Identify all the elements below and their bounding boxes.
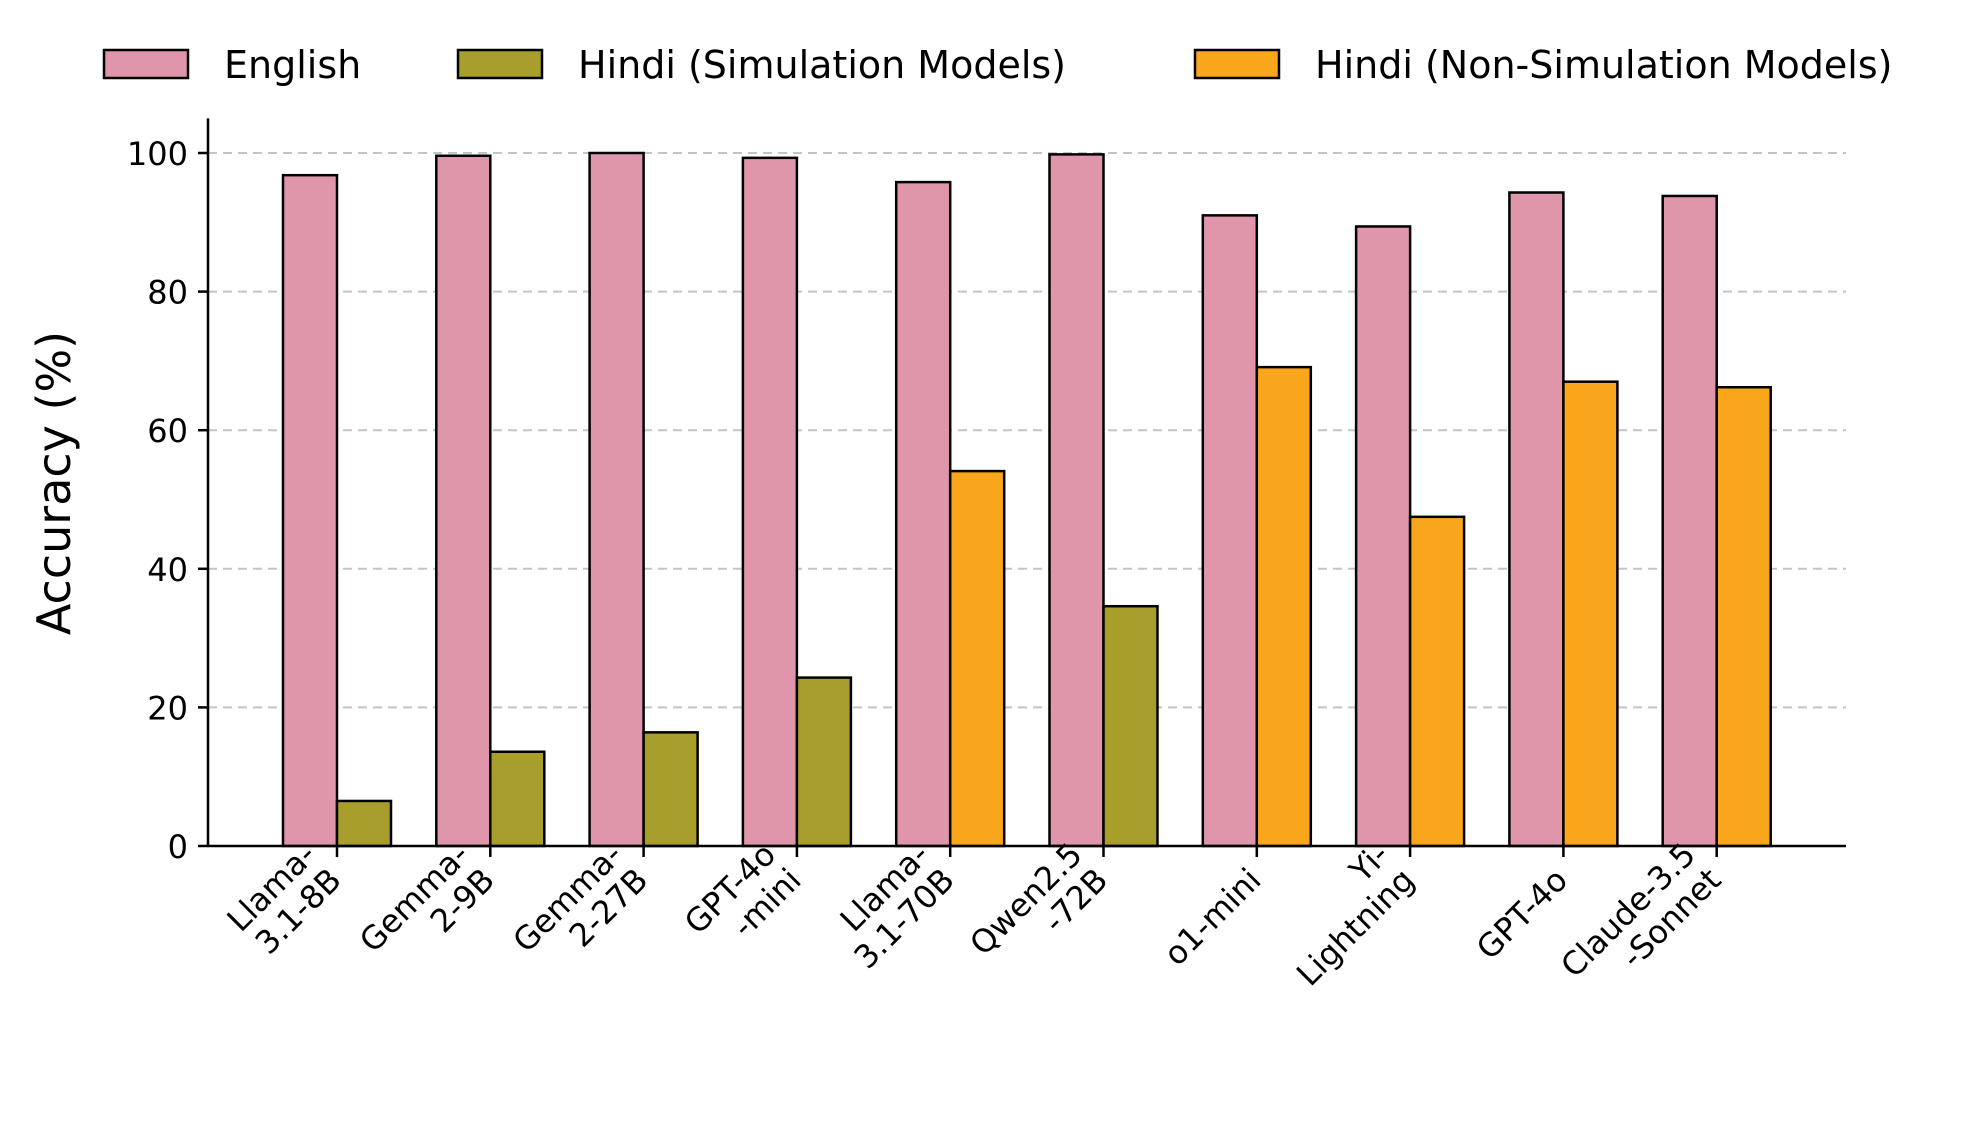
svg-text:Llama-3.1-8B: Llama-3.1-8B	[219, 835, 348, 964]
y-tick-label-80: 80	[147, 274, 188, 312]
x-tick-label-6: o1-mini	[1156, 861, 1268, 973]
svg-text:o1-mini: o1-mini	[1156, 861, 1268, 973]
y-tick-label-20: 20	[147, 689, 188, 727]
x-tick-label-3: GPT-4o-mini	[677, 835, 809, 967]
bar-hindi-5	[1102, 604, 1159, 848]
legend-swatch-2	[1193, 48, 1281, 80]
y-tick-label-0: 0	[168, 828, 188, 866]
bar-english-1	[435, 154, 492, 848]
x-tick-label-7: Yi-Lightning	[1264, 835, 1422, 993]
bar-english-2	[588, 151, 645, 848]
legend-swatch-1	[456, 48, 544, 80]
bar-hindi-4	[948, 469, 1006, 848]
bar-hindi-6	[1255, 365, 1313, 848]
y-axis-label: Accuracy (%)	[27, 331, 81, 635]
svg-text:Claude-3.5-Sonnet: Claude-3.5-Sonnet	[1553, 835, 1728, 1010]
x-tick-label-1: Gemma-2-9B	[352, 835, 502, 985]
bar-english-9	[1661, 194, 1718, 848]
bar-hindi-9	[1715, 385, 1772, 848]
legend-label-1: Hindi (Simulation Models)	[578, 43, 1066, 87]
svg-text:Yi-Lightning: Yi-Lightning	[1264, 835, 1422, 993]
bar-hindi-2	[642, 731, 699, 848]
bar-hindi-7	[1408, 515, 1466, 848]
x-tick-label-2: Gemma-2-27B	[505, 835, 655, 985]
x-ticks: Llama-3.1-8B Gemma-2-9B Gemma-2-27B GPT-4o-…	[219, 835, 1728, 1010]
bar-english-5	[1048, 153, 1105, 848]
svg-text:Gemma-2-27B: Gemma-2-27B	[505, 835, 655, 985]
bars	[281, 151, 1772, 848]
x-tick-label-0: Llama-3.1-8B	[219, 835, 348, 964]
svg-text:Qwen2.5-72B: Qwen2.5-72B	[962, 835, 1115, 988]
axes	[206, 118, 1846, 848]
svg-text:GPT-4o-mini: GPT-4o-mini	[677, 835, 809, 967]
bar-hindi-3	[795, 676, 853, 848]
bar-hindi-8	[1562, 380, 1619, 848]
bar-english-8	[1508, 191, 1565, 848]
y-tick-label-60: 60	[147, 412, 188, 450]
x-tick-label-4: Llama-3.1-70B	[821, 835, 962, 976]
svg-text:Llama-3.1-70B: Llama-3.1-70B	[821, 835, 962, 976]
bar-english-0	[281, 173, 339, 848]
legend: English Hindi (Simulation Models) Hindi (N…	[102, 43, 1892, 87]
bar-english-4	[894, 180, 952, 848]
bar-english-6	[1201, 214, 1259, 848]
y-ticks: 0 20 40 60 80 100	[127, 135, 208, 866]
bar-hindi-0	[335, 799, 393, 848]
x-tick-label-5: Qwen2.5-72B	[962, 835, 1115, 988]
y-tick-label-100: 100	[127, 135, 188, 173]
bar-hindi-1	[489, 750, 546, 848]
y-tick-label-40: 40	[147, 551, 188, 589]
x-tick-label-9: Claude-3.5-Sonnet	[1553, 835, 1728, 1010]
legend-swatch-0	[102, 48, 190, 80]
bar-english-3	[741, 156, 799, 848]
bar-english-7	[1354, 225, 1412, 848]
legend-label-2: Hindi (Non-Simulation Models)	[1315, 43, 1892, 87]
svg-text:Gemma-2-9B: Gemma-2-9B	[352, 835, 502, 985]
legend-label-0: English	[224, 43, 361, 87]
